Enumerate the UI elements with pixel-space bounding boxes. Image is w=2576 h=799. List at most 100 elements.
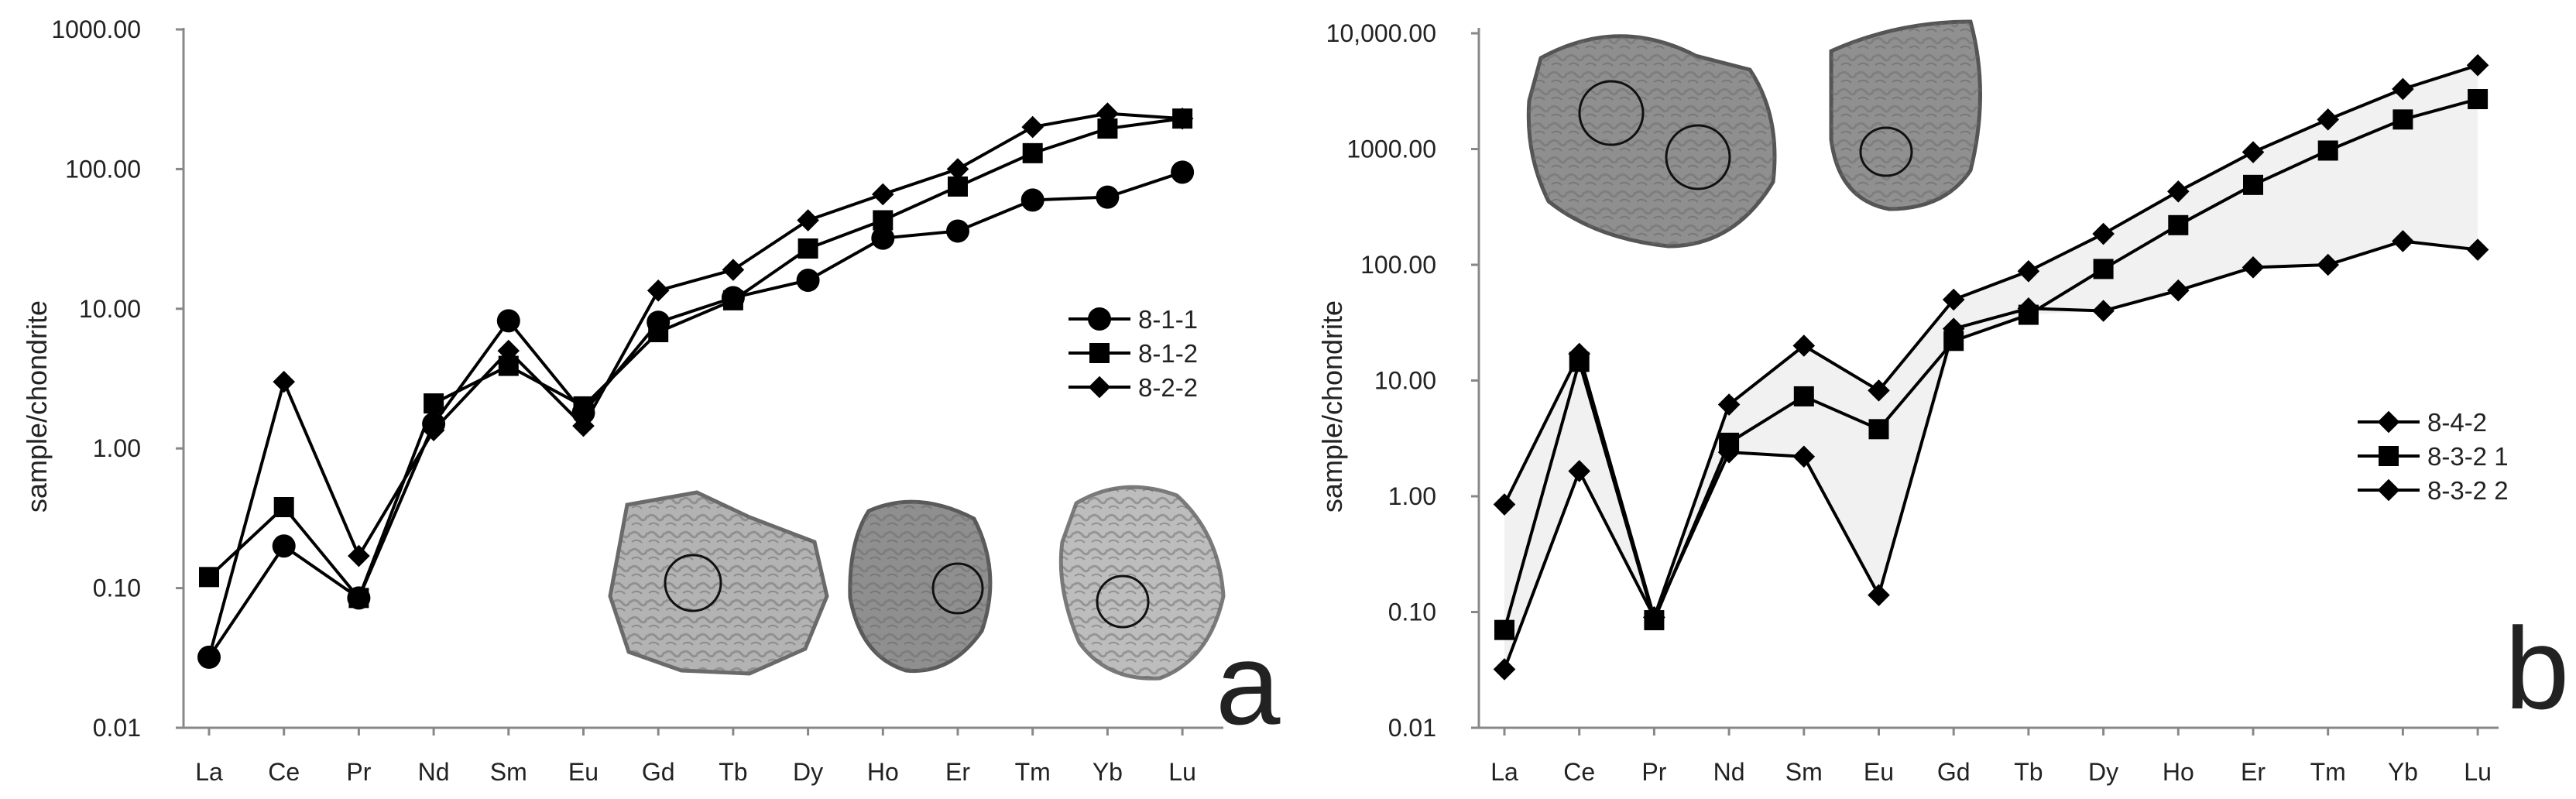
x-tick-label: Nd	[418, 758, 450, 786]
x-tick-label: Eu	[568, 758, 599, 786]
y-tick-label: 0.10	[1388, 598, 1436, 626]
data-point	[2092, 300, 2115, 322]
data-point	[1171, 160, 1195, 184]
x-tick-label: Tm	[1015, 758, 1051, 786]
x-tick-label: Yb	[2388, 758, 2418, 786]
data-point	[2167, 180, 2190, 203]
x-tick-label: Nd	[1713, 758, 1745, 786]
data-point	[1868, 419, 1889, 440]
data-point	[2392, 109, 2413, 130]
data-point	[2392, 230, 2414, 252]
sample-photo-a2	[848, 499, 993, 674]
data-point	[2317, 253, 2339, 276]
y-tick-label: 10.00	[79, 295, 141, 323]
data-point	[1717, 393, 1741, 416]
x-tick-label: Lu	[2464, 758, 2492, 786]
panel-label-b: b	[2505, 603, 2569, 733]
x-tick-label: Tb	[2014, 758, 2043, 786]
legend-label: 8-4-2	[2427, 408, 2487, 437]
data-point	[2392, 77, 2414, 101]
data-point	[648, 322, 669, 343]
x-tick-label: La	[195, 758, 223, 786]
x-tick-label: Dy	[2088, 758, 2118, 786]
x-tick-label: Er	[945, 758, 970, 786]
sample-photo-b2	[1829, 19, 1982, 211]
data-point	[1717, 441, 1741, 464]
x-tick-label: Lu	[1168, 758, 1196, 786]
y-tick-label: 10,000.00	[1326, 19, 1436, 47]
data-point	[946, 158, 969, 180]
series-8-3-2-2	[1493, 230, 2489, 681]
data-point	[348, 588, 369, 609]
y-tick-label: 10.00	[1374, 367, 1436, 395]
legend-marker	[1088, 375, 1111, 399]
x-tick-label: Pr	[1641, 758, 1666, 786]
data-point	[872, 183, 894, 206]
x-tick-label: La	[1490, 758, 1518, 786]
data-point	[197, 646, 221, 669]
sample-photo-b1	[1526, 34, 1777, 249]
data-point	[1942, 288, 1965, 311]
y-tick-label: 1.00	[93, 434, 141, 462]
x-tick-label: Ho	[867, 758, 899, 786]
data-point	[2466, 238, 2489, 261]
legend-marker	[1088, 307, 1111, 331]
data-point	[348, 544, 370, 568]
y-tick-label: 100.00	[65, 155, 141, 183]
data-point	[871, 226, 895, 250]
legend-label: 8-1-2	[1138, 339, 1198, 368]
data-point	[272, 534, 296, 558]
x-tick-label: Er	[2241, 758, 2266, 786]
data-point	[1021, 115, 1044, 139]
data-point	[2167, 279, 2190, 302]
y-axis-label-b: sample/chondrite	[1316, 300, 1348, 513]
y-axis-label-a: sample/chondrite	[21, 300, 53, 513]
data-point	[1569, 351, 1590, 372]
data-point	[2317, 108, 2339, 131]
data-point	[722, 290, 743, 310]
data-point	[946, 219, 969, 243]
data-point	[1096, 185, 1120, 209]
data-point	[1793, 386, 1814, 406]
legend-marker	[1089, 343, 1110, 363]
data-point	[1792, 445, 1816, 468]
legend-marker	[2379, 446, 2399, 466]
x-tick-label: Yb	[1092, 758, 1123, 786]
data-point	[2243, 174, 2263, 195]
series-line	[1503, 63, 2478, 619]
data-point	[2242, 256, 2265, 279]
data-point	[2017, 297, 2040, 320]
data-point	[1493, 658, 1516, 681]
x-tick-label: Ce	[268, 758, 300, 786]
series-line	[208, 111, 1183, 658]
data-point	[1020, 188, 1044, 212]
y-tick-label: 0.01	[1388, 714, 1436, 742]
series-8-4-2	[1493, 53, 2489, 629]
data-point	[496, 309, 520, 333]
y-tick-label: 1000.00	[51, 15, 141, 43]
data-point	[1493, 493, 1516, 516]
shaded-range-b	[1504, 65, 2478, 670]
series-8-2-2	[197, 102, 1194, 669]
legend-a: 8-1-1 8-1-2 8-2-2	[1068, 305, 1198, 402]
data-point	[1942, 317, 1965, 340]
data-point	[722, 259, 745, 281]
data-point	[199, 567, 219, 588]
x-tick-label: Ho	[2163, 758, 2194, 786]
data-point	[647, 279, 670, 302]
y-tick-label: 100.00	[1360, 251, 1436, 279]
legend-marker	[2377, 478, 2400, 502]
x-tick-label: Tm	[2310, 758, 2346, 786]
data-point	[2242, 141, 2265, 163]
legend-label: 8-3-2 2	[2427, 476, 2509, 505]
x-tick-label: Pr	[346, 758, 371, 786]
data-point	[1568, 460, 1590, 482]
x-tick-label: Sm	[490, 758, 527, 786]
data-point	[2317, 140, 2338, 161]
legend-label: 8-2-2	[1138, 373, 1198, 402]
x-tick-label: Gd	[1937, 758, 1971, 786]
chart-b: 0.010.101.0010.00100.001000.0010,000.00 …	[1316, 19, 2569, 786]
data-point	[1643, 606, 1665, 629]
data-point	[2468, 89, 2489, 110]
